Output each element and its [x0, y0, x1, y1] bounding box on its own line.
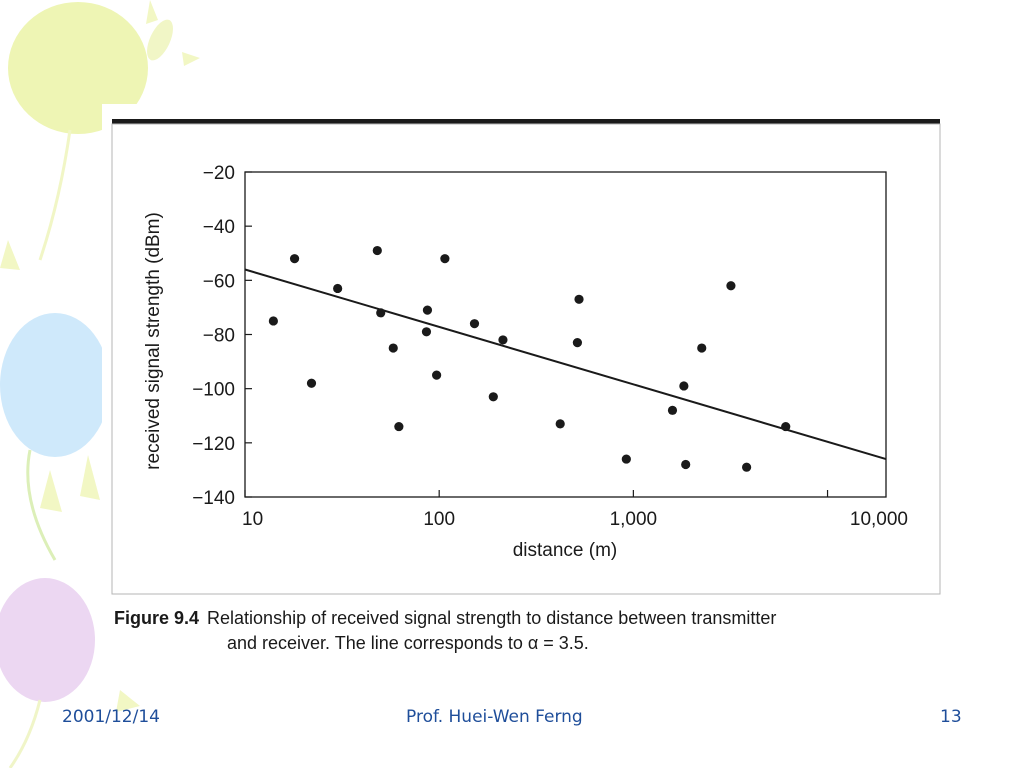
data-point [306, 378, 317, 388]
y-axis-label: received signal strength (dBm) [143, 212, 164, 470]
figure-number: Figure 9.4 [114, 608, 200, 628]
top-rule [112, 119, 940, 124]
caption-text-1: Relationship of received signal strength… [207, 608, 777, 628]
x-axis: 10 100 1,000 10,000 [242, 490, 908, 530]
caption-line-1: Figure 9.4 Relationship of received signa… [114, 606, 944, 631]
caption-text-2: and receiver. The line corresponds to α … [227, 633, 589, 653]
caption-line-2: and receiver. The line corresponds to α … [114, 631, 944, 656]
data-point [667, 405, 678, 415]
data-point [469, 319, 480, 329]
y-tick-label: −100 [192, 380, 235, 401]
data-point [621, 454, 631, 464]
slide-number: 13 [940, 707, 962, 727]
data-point [726, 281, 736, 291]
plot-area [244, 171, 887, 498]
data-point [376, 308, 386, 318]
figure-caption: Figure 9.4 Relationship of received signa… [114, 606, 944, 656]
fit-line-layer [244, 268, 887, 461]
scatter-chart: 10 100 1,000 10,000 −20 −40 −60 −80 −100 −120 −14… [111, 119, 941, 595]
balloon-purple-icon [0, 578, 95, 768]
balloon-yellow-icon [8, 2, 173, 261]
x-tick-label: 10 [242, 509, 263, 530]
data-point [388, 343, 398, 353]
data-point [333, 283, 343, 294]
data-point [681, 459, 691, 470]
data-point [421, 327, 432, 337]
x-tick-label: 100 [423, 509, 455, 530]
data-point [289, 254, 300, 264]
y-tick-label: −20 [203, 163, 235, 184]
y-tick-label: −80 [203, 326, 235, 347]
data-point [781, 421, 791, 432]
data-point [574, 294, 584, 304]
footer-date: 2001/12/14 [62, 707, 160, 727]
balloon-blue-icon [0, 313, 110, 561]
sparkle-decorations [0, 0, 200, 712]
y-axis: −20 −40 −60 −80 −100 −120 −140 [192, 163, 252, 509]
data-point [394, 421, 404, 432]
data-point [679, 381, 689, 391]
data-point [742, 462, 752, 472]
figure-frame [111, 123, 941, 595]
figure-panel: 10 100 1,000 10,000 −20 −40 −60 −80 −100 −120 −14… [102, 104, 948, 668]
y-tick-label: −120 [192, 434, 235, 455]
y-tick-label: −140 [192, 488, 235, 509]
fit-line [244, 268, 887, 461]
x-tick-label: 10,000 [850, 509, 908, 530]
data-point [572, 338, 583, 348]
footer-author: Prof. Huei-Wen Ferng [406, 707, 583, 727]
data-point [422, 305, 433, 315]
y-tick-label: −40 [203, 217, 235, 238]
data-point [498, 335, 508, 345]
data-point [432, 370, 442, 380]
data-point [697, 343, 707, 353]
data-point [268, 316, 278, 326]
data-point [372, 245, 382, 256]
data-point [488, 392, 498, 402]
x-tick-label: 1,000 [610, 509, 658, 530]
data-point [440, 254, 450, 264]
data-point [555, 419, 565, 429]
data-points [268, 245, 791, 472]
y-tick-label: −60 [203, 271, 235, 292]
x-axis-label: distance (m) [513, 540, 618, 561]
